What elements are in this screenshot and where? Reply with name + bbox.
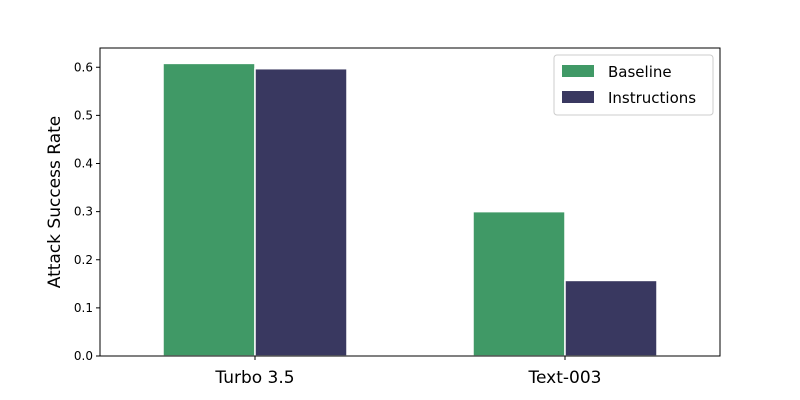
bar-baseline-2 bbox=[472, 210, 566, 357]
x-axis: Turbo 3.5 Text-003 bbox=[214, 356, 601, 388]
x-category-label: Turbo 3.5 bbox=[214, 368, 294, 388]
legend-swatch-baseline bbox=[562, 65, 594, 77]
y-tick-label: 0.0 bbox=[74, 349, 93, 363]
bar-instructions-2 bbox=[564, 279, 658, 357]
legend-label-instructions: Instructions bbox=[608, 89, 696, 107]
bar-instructions-1 bbox=[254, 67, 348, 357]
y-tick-label: 0.1 bbox=[74, 301, 93, 315]
y-tick-label: 0.2 bbox=[74, 253, 93, 267]
plot-frame bbox=[99, 47, 721, 357]
bar-baseline-1 bbox=[162, 62, 256, 357]
bars-layer bbox=[162, 62, 658, 357]
y-tick-label: 0.5 bbox=[74, 108, 93, 122]
y-axis: 0.0 0.1 0.2 0.3 0.4 0.5 0.6 bbox=[74, 60, 100, 363]
legend-swatch-instructions bbox=[562, 91, 594, 103]
legend: Baseline Instructions bbox=[553, 54, 714, 116]
y-tick-label: 0.4 bbox=[74, 157, 93, 171]
x-category-label: Text-003 bbox=[528, 368, 602, 388]
y-axis-title: Attack Success Rate bbox=[45, 116, 65, 289]
y-tick-label: 0.3 bbox=[74, 205, 93, 219]
legend-label-baseline: Baseline bbox=[608, 63, 672, 81]
y-tick-label: 0.6 bbox=[74, 60, 93, 74]
